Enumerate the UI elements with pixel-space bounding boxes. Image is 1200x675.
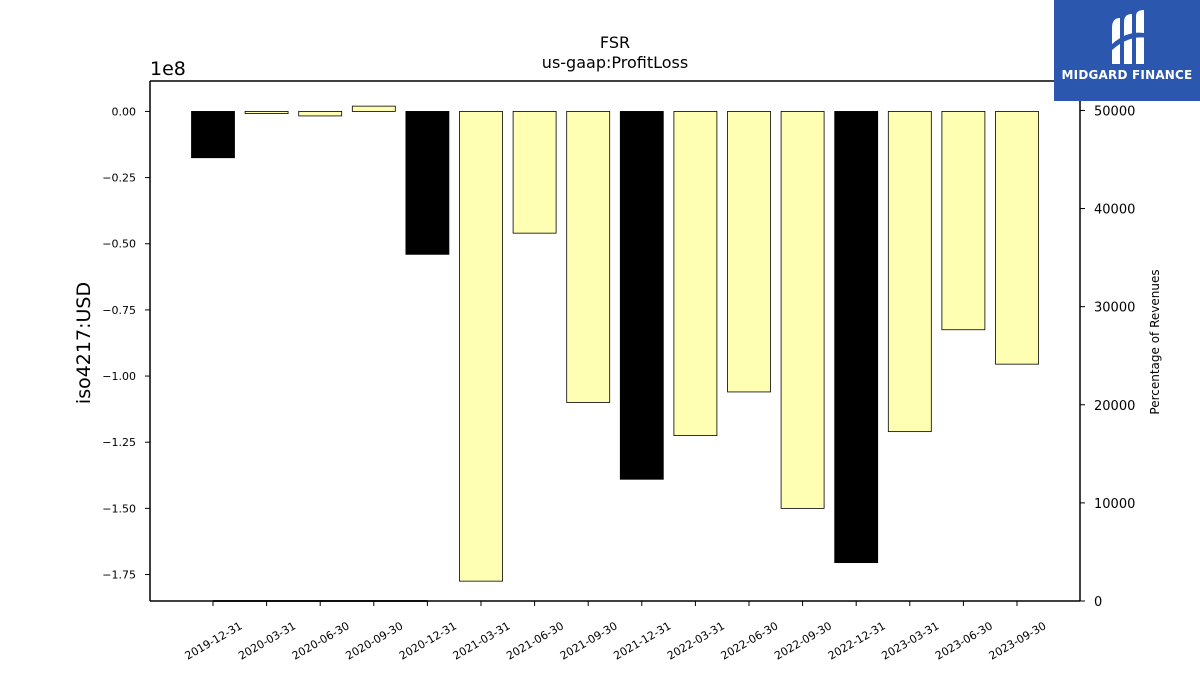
- chart-title: FSR: [600, 33, 630, 52]
- x-tick-label: 2021-09-30: [558, 619, 620, 662]
- x-tick-label: 2023-09-30: [987, 619, 1049, 662]
- bars-group: [191, 105, 1039, 582]
- x-tick-label: 2020-03-31: [236, 619, 298, 662]
- bar: [405, 111, 450, 255]
- bar: [941, 111, 986, 331]
- midgard-logo-icon: [1108, 10, 1148, 64]
- y-axis-label: iso4217:USD: [73, 282, 95, 404]
- bar: [351, 105, 396, 112]
- x-tick-label: 2020-09-30: [343, 619, 405, 662]
- bar: [834, 111, 879, 564]
- y2-tick-label: 50000: [1094, 104, 1135, 119]
- y-tick-label: −1.50: [102, 502, 136, 515]
- y-tick-label: −1.25: [102, 436, 136, 449]
- bar: [191, 111, 235, 159]
- bar: [512, 111, 557, 234]
- bar: [780, 111, 825, 509]
- y-tick-label: −1.75: [102, 569, 136, 582]
- x-tick-label: 2022-12-31: [826, 619, 888, 662]
- x-tick-label: 2022-06-30: [719, 619, 781, 662]
- bar: [619, 111, 664, 480]
- y-tick-label: 0.00: [112, 105, 137, 118]
- y2-tick-label: 0: [1094, 595, 1102, 610]
- y2-axis-label: Percentage of Revenues: [1148, 269, 1162, 414]
- y2-tick-label: 20000: [1094, 399, 1135, 414]
- x-tick-label: 2021-03-31: [451, 619, 513, 662]
- y-offset-label: 1e8: [150, 58, 186, 80]
- bar: [887, 111, 932, 433]
- x-tick-label: 2019-12-31: [183, 619, 245, 662]
- y-tick-label: −0.75: [102, 304, 136, 317]
- x-tick-label: 2020-06-30: [290, 619, 352, 662]
- chart-subtitle: us-gaap:ProfitLoss: [542, 53, 688, 72]
- bar: [244, 111, 289, 114]
- y2-tick-label: 10000: [1094, 497, 1135, 512]
- y-tick-label: −0.25: [102, 172, 136, 185]
- logo-text: MIDGARD FINANCE: [1061, 68, 1193, 82]
- bar: [566, 111, 611, 403]
- bar: [298, 111, 343, 117]
- x-tick-label: 2022-09-30: [772, 619, 834, 662]
- x-tick-label: 2021-12-31: [611, 619, 673, 662]
- x-tick-label: 2020-12-31: [397, 619, 459, 662]
- y-tick-label: −1.00: [102, 370, 136, 383]
- bar: [673, 111, 718, 437]
- x-tick-label: 2022-03-31: [665, 619, 727, 662]
- y2-tick-label: 30000: [1094, 301, 1135, 316]
- bar: [727, 111, 771, 393]
- y-tick-label: −0.50: [102, 238, 136, 251]
- x-tick-label: 2023-03-31: [879, 619, 941, 662]
- logo-badge: MIDGARD FINANCE: [1054, 0, 1200, 101]
- x-tick-label: 2023-06-30: [933, 619, 995, 662]
- bar: [995, 111, 1039, 365]
- y2-tick-label: 40000: [1094, 203, 1135, 218]
- bar: [459, 111, 503, 582]
- x-tick-label: 2021-06-30: [504, 619, 566, 662]
